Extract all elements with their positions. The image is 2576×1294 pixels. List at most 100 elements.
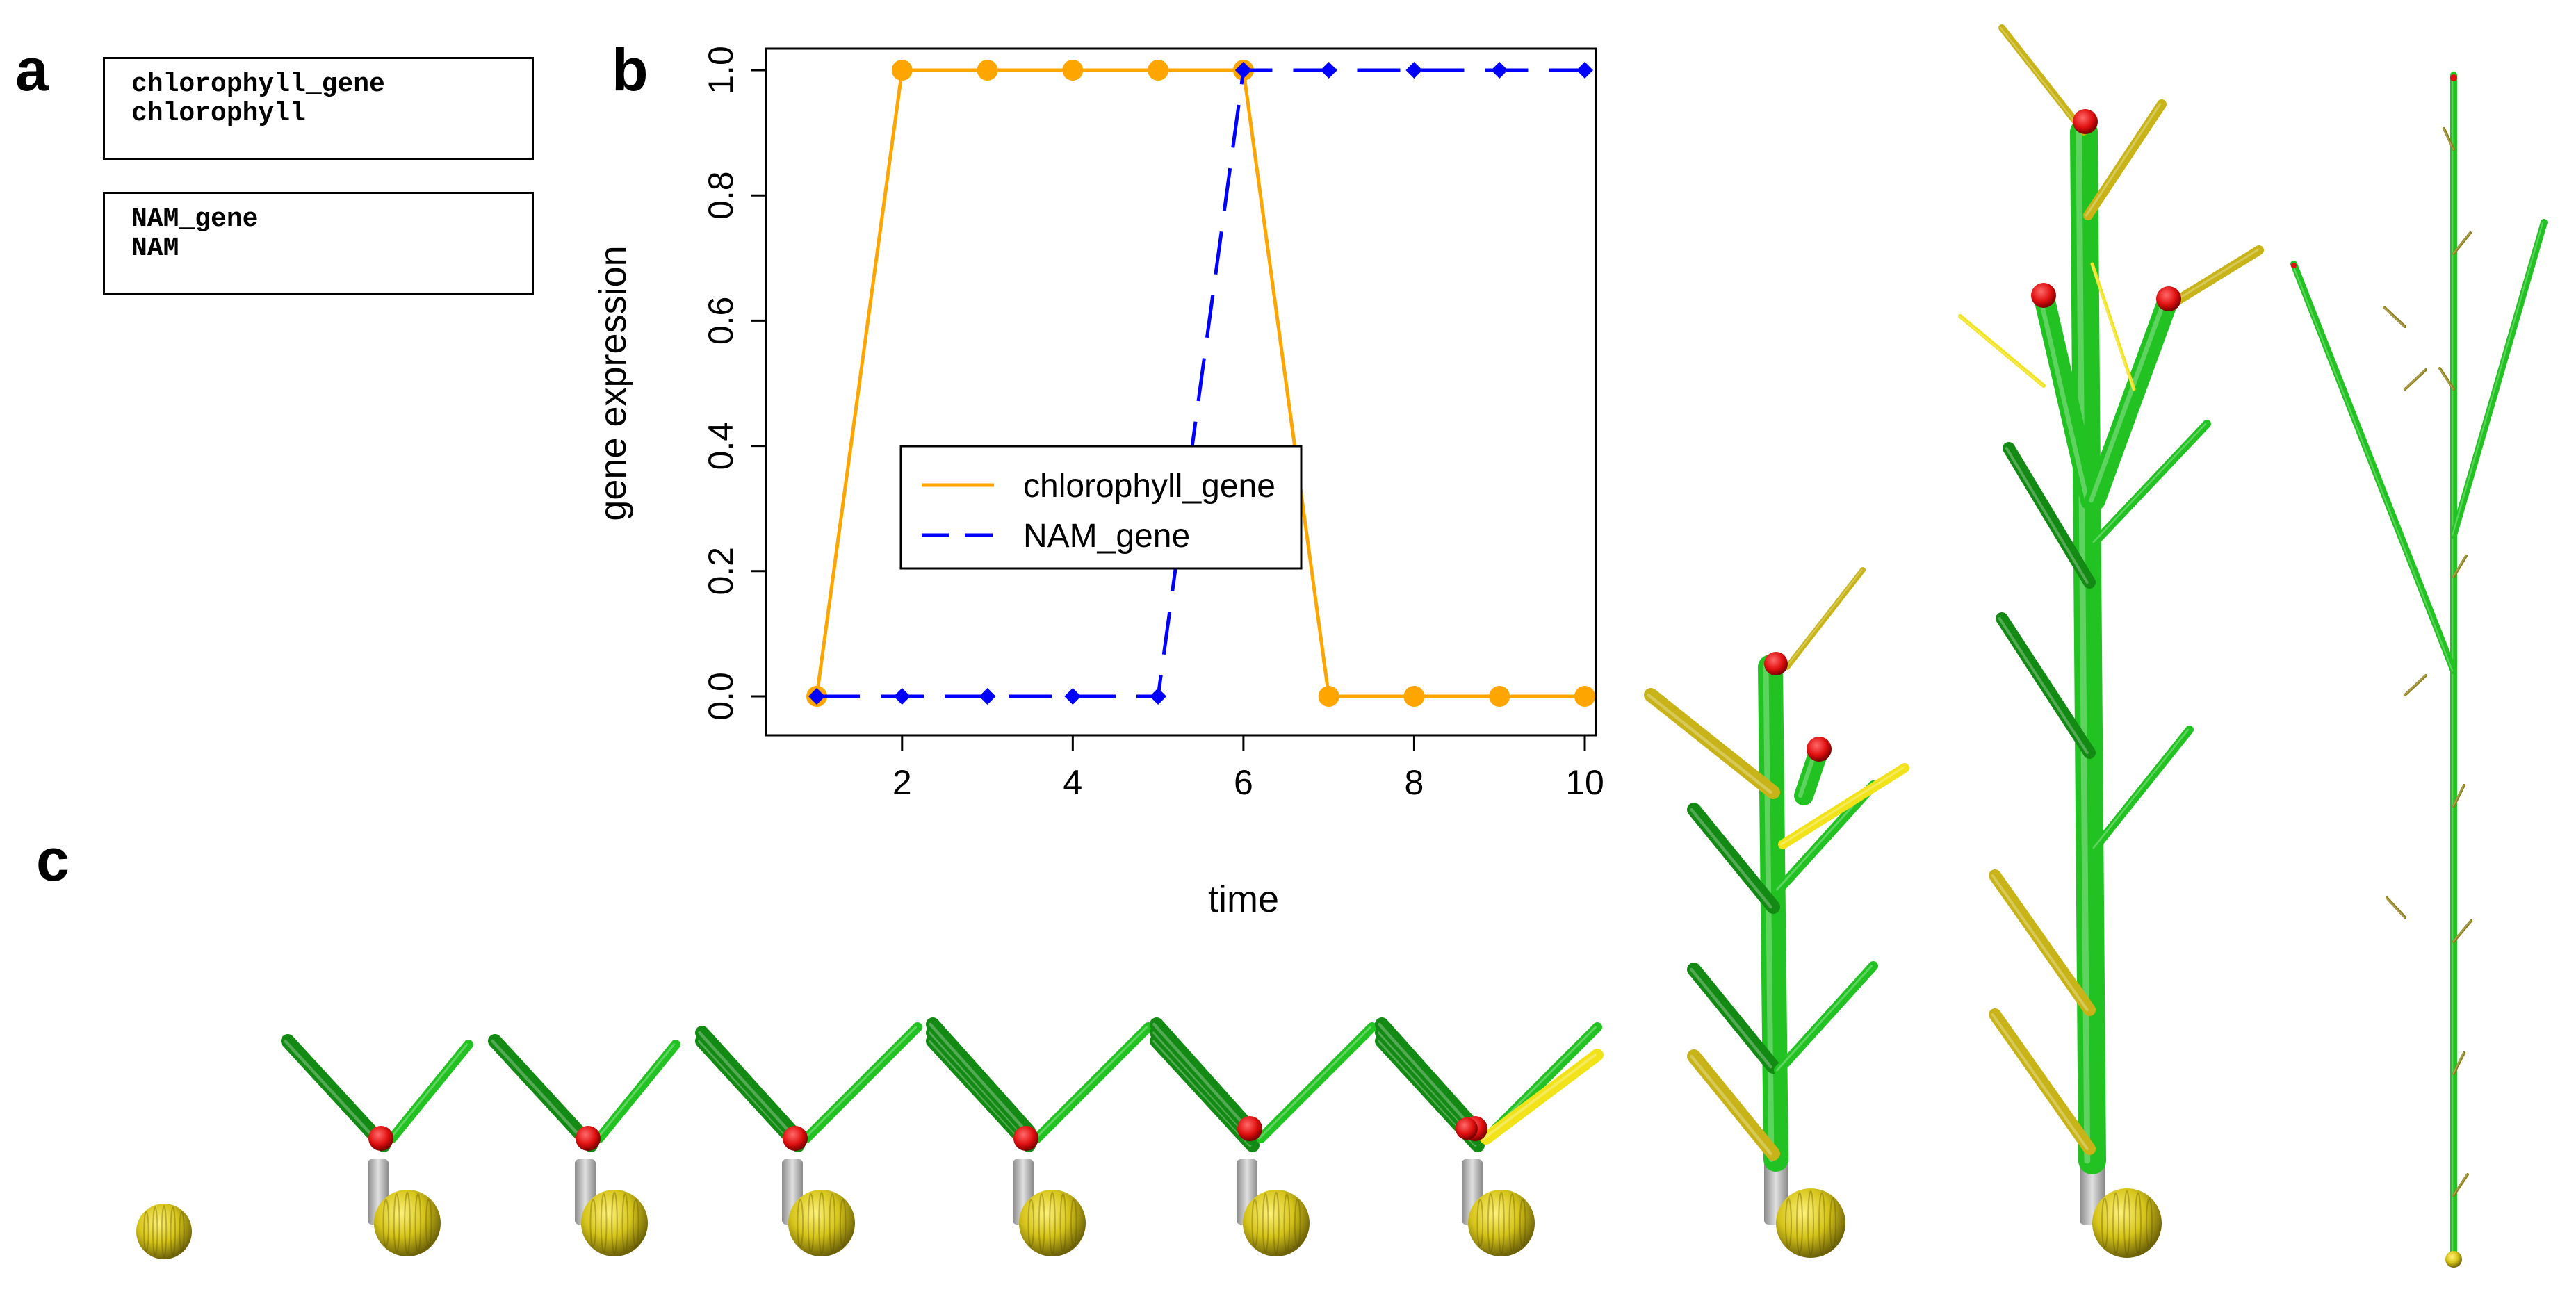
branch-highlight <box>389 1043 468 1140</box>
leaf <box>1687 1049 1780 1161</box>
seed <box>374 1190 441 1256</box>
data-point <box>1489 686 1510 707</box>
branch-highlight <box>1034 1026 1148 1140</box>
gene-box-chlorophyll: chlorophyll_gene chlorophyll <box>103 57 534 160</box>
branch <box>2290 261 2457 674</box>
data-point <box>1576 62 1593 79</box>
seed-ridge <box>1049 1191 1056 1255</box>
branch-highlight <box>2165 249 2259 307</box>
leaf <box>2452 919 2472 943</box>
seed-ridge <box>382 1199 390 1247</box>
seed-ridge <box>1283 1193 1291 1253</box>
meristem-bud <box>1013 1126 1038 1151</box>
leaf <box>387 1040 473 1143</box>
y-tick-label: 0.2 <box>701 547 740 596</box>
branch-highlight <box>1958 316 2044 386</box>
data-point <box>1150 688 1167 705</box>
plant-stage-8 <box>1644 567 1909 1258</box>
seed-ridge <box>2123 1190 2130 1256</box>
data-point <box>1062 60 1084 81</box>
yellow-leaf <box>1778 763 1909 849</box>
branch-highlight <box>2443 128 2454 150</box>
data-point <box>977 60 998 81</box>
meristem-bud <box>1456 1117 1478 1140</box>
seed-ridge <box>143 1211 149 1252</box>
branch-highlight <box>2452 920 2472 942</box>
seed-ridge <box>1498 1191 1505 1255</box>
leaf <box>801 1022 922 1143</box>
data-point <box>979 688 996 705</box>
seed-ridge <box>621 1193 629 1253</box>
series-line <box>817 68 1585 698</box>
gene-box-line: chlorophyll <box>131 99 306 129</box>
x-tick-label: 10 <box>1565 763 1604 802</box>
branch-highlight <box>2076 129 2091 1164</box>
branch-highlight <box>596 1043 676 1140</box>
branch-highlight <box>1779 767 1905 846</box>
branch-highlight <box>2000 26 2084 133</box>
data-point <box>1064 688 1082 705</box>
branch <box>2033 285 2101 511</box>
seed-ridge <box>839 1199 847 1247</box>
branch-highlight <box>2404 675 2427 696</box>
meristem-bud <box>2031 283 2056 308</box>
seed-ridge <box>1829 1197 1836 1249</box>
branch-highlight <box>491 1039 590 1147</box>
legend-label: NAM_gene <box>1023 518 1190 555</box>
seed-ridge <box>393 1193 400 1253</box>
leaf <box>1687 963 1780 1074</box>
legend-label: chlorophyll_gene <box>1023 468 1275 505</box>
seed-ridge <box>797 1199 804 1247</box>
seed-ridge <box>2146 1197 2153 1249</box>
branch-highlight <box>1785 569 1863 668</box>
branch-highlight <box>2404 369 2427 390</box>
seed <box>1468 1190 1535 1256</box>
series-nam-gene <box>808 62 1593 705</box>
branch-highlight <box>2452 232 2471 254</box>
seed-ridge <box>404 1191 411 1255</box>
data-point <box>1320 62 1337 79</box>
series-line <box>815 68 1585 698</box>
leaf <box>2003 442 2096 589</box>
branch <box>2085 288 2179 511</box>
leaf <box>2404 674 2427 696</box>
branch-highlight <box>2452 785 2465 807</box>
yellow-leaf <box>2164 245 2264 311</box>
leaf <box>1989 869 2096 1016</box>
seed <box>1019 1190 1086 1256</box>
panel-label-a: a <box>15 37 49 104</box>
leaf <box>2091 726 2194 852</box>
branch-highlight <box>2438 368 2454 390</box>
seed-ridge <box>1273 1191 1280 1255</box>
branch-highlight <box>2452 555 2467 578</box>
seed-ridge <box>1487 1193 1494 1253</box>
branch-highlight <box>1690 1054 1772 1156</box>
plant-stage-9 <box>1958 24 2264 1258</box>
branch-highlight <box>698 1031 797 1140</box>
branch-highlight <box>2292 263 2454 672</box>
gene-box-nam: NAM_gene NAM <box>103 192 534 295</box>
meristem-bud <box>1807 737 1832 762</box>
seed-ridge <box>1027 1199 1035 1247</box>
seed-ridge <box>1807 1190 1814 1256</box>
data-point <box>1148 60 1169 81</box>
seed <box>581 1190 648 1256</box>
plant-stage-1 <box>136 1204 192 1259</box>
y-tick-label: 1.0 <box>701 46 740 95</box>
branch <box>2450 219 2548 539</box>
data-point <box>1491 62 1508 79</box>
leaf <box>1996 612 2096 759</box>
plot-frame <box>765 47 1597 737</box>
seed-ridge <box>1818 1192 1825 1254</box>
y-tick-label: 0.4 <box>701 422 740 470</box>
plant-stage-6 <box>1150 1017 1377 1256</box>
leaf <box>1032 1022 1153 1143</box>
branch-highlight <box>284 1039 383 1147</box>
branch-highlight <box>1998 617 2089 754</box>
plant-stage-3 <box>488 1034 680 1256</box>
branch-highlight <box>2383 306 2406 327</box>
data-point <box>1574 686 1595 707</box>
plant-stage-7 <box>1375 1017 1604 1256</box>
x-axis-label: time <box>1208 878 1279 920</box>
